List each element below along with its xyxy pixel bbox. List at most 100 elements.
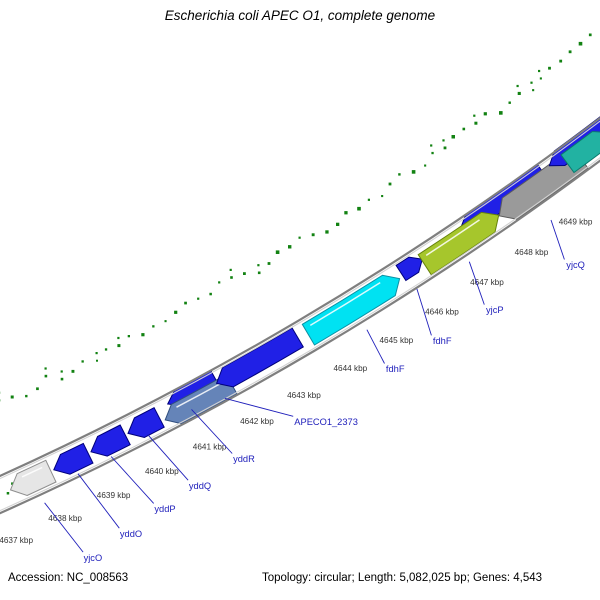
gene-label-fdhF[interactable]: fdhF: [386, 364, 405, 374]
gc-dot: [96, 359, 98, 362]
gc-dot: [388, 182, 392, 186]
gc-dot: [44, 374, 48, 378]
gc-dot: [559, 59, 563, 63]
gc-dot: [588, 33, 592, 37]
tick-label-4639: 4639 kbp: [97, 491, 131, 500]
gene-fdhF[interactable]: [301, 274, 401, 346]
gc-dot: [174, 310, 178, 314]
gene-yjcO[interactable]: [9, 459, 57, 497]
gene-highlight: [21, 466, 43, 478]
gc-dot: [516, 84, 519, 88]
gc-dot: [6, 492, 10, 495]
gene-label-yddQ[interactable]: yddQ: [189, 481, 211, 491]
gc-dot: [275, 250, 280, 254]
gc-dot: [381, 195, 384, 198]
gc-dot: [443, 146, 447, 150]
gc-dot: [499, 111, 503, 115]
gene-yddO[interactable]: [53, 442, 94, 475]
gc-dot: [117, 336, 120, 340]
gene-unnamed-6[interactable]: [215, 327, 304, 388]
gc-dot: [243, 272, 246, 275]
gc-dot: [10, 395, 14, 399]
gc-dot: [508, 101, 511, 104]
gene-label-fdhF[interactable]: fdhF: [433, 336, 452, 346]
backbone-rail: [0, 159, 600, 515]
gc-dot: [530, 81, 533, 84]
gc-dot: [344, 211, 348, 215]
gc-dot: [81, 360, 84, 363]
gene-label-APECO1_2373[interactable]: APECO1_2373: [294, 417, 358, 427]
gc-dot: [209, 292, 212, 296]
gc-dot: [548, 66, 551, 70]
gc-dot: [517, 91, 521, 95]
label-leader: [366, 329, 385, 364]
gc-dot: [451, 135, 455, 139]
tick-label-4644: 4644 kbp: [334, 364, 368, 373]
label-leader: [147, 434, 189, 481]
gc-dot: [71, 369, 75, 373]
backbone-rail: [0, 157, 600, 512]
gc-dot: [152, 325, 155, 328]
gene-label-yjcP[interactable]: yjcP: [486, 305, 504, 315]
gc-dot: [311, 233, 315, 237]
gene-fdhF[interactable]: [395, 256, 423, 282]
gc-dot: [539, 77, 542, 80]
label-leader: [468, 261, 485, 305]
label-leader: [77, 473, 120, 529]
tick-label-4638: 4638 kbp: [48, 514, 82, 523]
label-leader: [416, 288, 432, 336]
gene-yjcQ[interactable]: [560, 130, 600, 174]
gene-yjcP[interactable]: [417, 211, 500, 276]
gc-dot: [257, 271, 261, 275]
gc-dot: [127, 335, 130, 338]
label-leader: [191, 409, 233, 454]
label-leader: [110, 456, 155, 504]
gc-dot: [257, 264, 260, 267]
gene-highlight: [309, 281, 381, 327]
gc-dot: [474, 121, 478, 125]
gene-highlight: [425, 219, 480, 257]
tick-label-4640: 4640 kbp: [145, 467, 179, 476]
status-accession: Accession: NC_008563: [8, 572, 129, 584]
gc-dot: [430, 144, 433, 147]
gc-dot: [60, 370, 63, 373]
gc-dot: [431, 151, 434, 155]
gc-dot: [357, 206, 361, 211]
backbone-rail: [0, 116, 600, 478]
gene-yddP[interactable]: [90, 424, 131, 457]
tick-label-4637: 4637 kbp: [0, 536, 33, 545]
gc-dot: [336, 222, 340, 226]
gc-dot: [104, 348, 108, 351]
gc-dot: [367, 198, 370, 201]
tick-label-4647: 4647 kbp: [470, 278, 504, 287]
gene-label-yjcQ[interactable]: yjcQ: [566, 260, 585, 270]
gc-dot: [117, 344, 121, 348]
gc-dot: [36, 387, 39, 391]
tick-label-4643: 4643 kbp: [287, 391, 321, 400]
gc-dot: [424, 164, 427, 167]
gc-dot: [11, 482, 14, 485]
label-leader: [224, 397, 294, 417]
gene-label-yddR[interactable]: yddR: [233, 454, 255, 464]
gc-dot: [229, 268, 232, 271]
backbone-rail: [0, 120, 600, 480]
gene-yddQ[interactable]: [127, 407, 165, 439]
gc-dot: [298, 236, 301, 239]
gene-label-yddO[interactable]: yddO: [120, 529, 142, 539]
gc-dot: [164, 320, 167, 323]
gc-dot: [184, 301, 187, 305]
gene-label-yjcO[interactable]: yjcO: [84, 553, 103, 563]
gc-dot: [411, 170, 416, 174]
gc-dot: [462, 127, 466, 131]
tick-label-4649: 4649 kbp: [559, 217, 593, 226]
gene-label-yddP[interactable]: yddP: [154, 504, 175, 514]
status-bar: Accession: NC_008563 Topology: circular;…: [0, 569, 600, 593]
gc-dot: [267, 262, 271, 265]
gc-dot: [44, 367, 47, 370]
gc-dot: [538, 69, 541, 73]
label-leader: [44, 502, 84, 553]
gc-dot: [95, 352, 98, 355]
gc-dot: [325, 230, 329, 234]
gc-dot: [473, 114, 476, 117]
